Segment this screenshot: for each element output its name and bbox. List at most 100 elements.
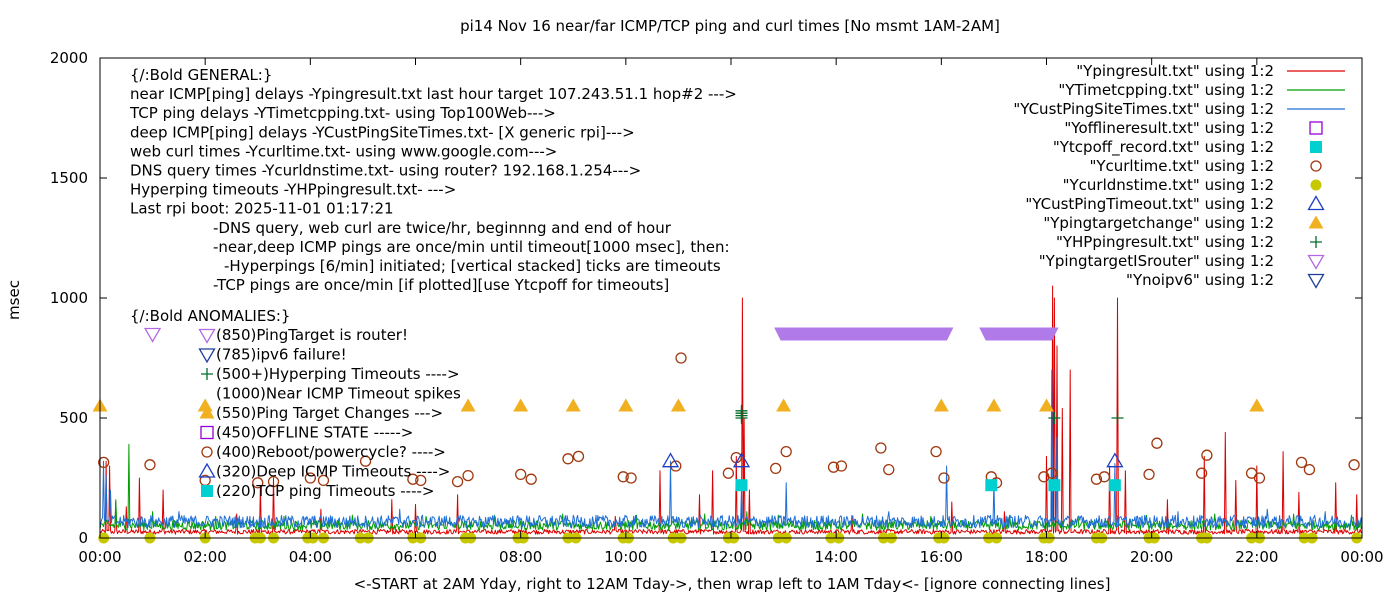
series-point-6-2 xyxy=(1106,452,1124,468)
x-tick-label: 18:00 xyxy=(1025,548,1068,566)
legend-swatch-marker-4 xyxy=(1310,141,1322,153)
series-point-8-4 xyxy=(1048,412,1061,424)
series-point-3-17 xyxy=(625,472,637,484)
series-point-3-24 xyxy=(827,461,840,473)
series-point-7-10 xyxy=(1039,398,1054,412)
y-tick-label: 1500 xyxy=(50,169,88,187)
x-axis-label: <-START at 2AM Yday, right to 12AM Tday-… xyxy=(354,575,1111,593)
series-point-3-10 xyxy=(462,469,474,482)
series-point-3-20 xyxy=(722,467,735,479)
legend-label: "Yofflineresult.txt" using 1:2 xyxy=(1064,119,1274,137)
series-point-3-22 xyxy=(770,462,782,475)
legend-label: "Ypingtargetchange" using 1:2 xyxy=(1043,214,1274,232)
series-band-9-0 xyxy=(774,327,954,341)
series-point-5-3 xyxy=(1108,479,1121,492)
series-point-3-39 xyxy=(1201,449,1213,461)
legend-swatch-marker-5 xyxy=(1310,160,1322,172)
series-point-7-9 xyxy=(986,398,1002,412)
series-line-2 xyxy=(99,369,1363,529)
series-point-5-2 xyxy=(1048,479,1061,492)
series-point-5-1 xyxy=(985,479,998,492)
legend-swatch-marker-6 xyxy=(1310,179,1322,191)
x-tick-label: 02:00 xyxy=(184,548,227,566)
series-point-3-23 xyxy=(780,445,792,458)
annotation-anomaly-marker-8 xyxy=(201,485,213,497)
x-tick-label: 00:00 xyxy=(78,548,121,566)
series-point-5-0 xyxy=(735,479,748,492)
series-point-3-18 xyxy=(670,460,682,472)
x-tick-label: 06:00 xyxy=(394,548,437,566)
annotation-general-line: -TCP pings are once/min [if plotted][use… xyxy=(213,276,669,294)
series-point-3-14 xyxy=(562,453,574,465)
y-tick-label: 0 xyxy=(78,529,88,547)
annotation-anomaly-line: (400)Reboot/powercycle? ----> xyxy=(216,443,446,461)
annotation-anomaly-line: (500+)Hyperping Timeouts ----> xyxy=(216,365,460,383)
x-tick-label: 22:00 xyxy=(1235,548,1278,566)
series-point-3-4 xyxy=(267,475,280,488)
series-point-3-38 xyxy=(1195,467,1208,479)
series-point-3-41 xyxy=(1253,472,1266,484)
annotation-general-line: Hyperping timeouts -YHPpingresult.txt- -… xyxy=(130,181,456,199)
series-point-7-4 xyxy=(565,398,581,412)
x-tick-label: 16:00 xyxy=(920,548,963,566)
series-point-7-3 xyxy=(513,398,529,412)
annotation-general-line: Last rpi boot: 2025-11-01 01:17:21 xyxy=(130,200,394,218)
x-tick-label: 12:00 xyxy=(709,548,752,566)
x-tick-label: 00:00 xyxy=(1340,548,1383,566)
series-point-3-25 xyxy=(835,460,848,472)
legend-label: "YpingtargetISrouter" using 1:2 xyxy=(1039,252,1274,270)
series-point-3-36 xyxy=(1143,468,1155,481)
annotation-anomaly-marker-4 xyxy=(199,405,215,419)
series-point-3-5 xyxy=(304,472,316,484)
series-point-3-15 xyxy=(572,450,585,463)
y-tick-label: 2000 xyxy=(50,49,88,67)
legend-label: "Ypingresult.txt" using 1:2 xyxy=(1076,62,1274,80)
x-tick-label: 10:00 xyxy=(604,548,647,566)
series-point-3-8 xyxy=(407,473,419,485)
series-point-3-7 xyxy=(359,455,372,467)
series-point-9-0 xyxy=(143,327,162,343)
series-point-3-35 xyxy=(1098,471,1110,483)
series-point-3-11 xyxy=(451,475,464,488)
series-point-8-3 xyxy=(735,404,748,417)
legend-label: "Ycurldnstime.txt" using 1:2 xyxy=(1063,176,1274,194)
x-tick-label: 14:00 xyxy=(815,548,858,566)
annotation-anomalies-header: {/:Bold ANOMALIES:} xyxy=(130,307,290,325)
plot-axes: 00:00 02:00 04:00 06:00 08:00 10:00 12:00 14:00… xyxy=(50,49,1384,566)
annotation-anomaly-marker-2 xyxy=(201,368,213,380)
legend-swatch-marker-8 xyxy=(1308,215,1324,229)
chart-title: pi14 Nov 16 near/far ICMP/TCP ping and c… xyxy=(460,17,1000,35)
annotation-anomaly-line: (850)PingTarget is router! xyxy=(216,326,408,344)
annotation-general-line: DNS query times -Ycurldnstime.txt- using… xyxy=(130,162,641,180)
series-point-3-34 xyxy=(1090,473,1103,485)
legend-swatch-marker-11 xyxy=(1307,273,1325,289)
legend: "Ypingresult.txt" using 1:2"YTimetcpping… xyxy=(1013,62,1345,289)
series-point-3-43 xyxy=(1303,463,1316,476)
annotations: {/:Bold GENERAL:}near ICMP[ping] delays … xyxy=(129,66,737,500)
legend-label: "Ytcpoff_record.txt" using 1:2 xyxy=(1053,138,1274,157)
series-point-3-37 xyxy=(1151,437,1163,449)
annotation-anomaly-marker-0 xyxy=(198,328,216,344)
annotation-general-line: -DNS query, web curl are twice/hr, begin… xyxy=(213,219,672,237)
annotation-anomaly-marker-6 xyxy=(201,446,213,458)
legend-label: "YCustPingTimeout.txt" using 1:2 xyxy=(1025,195,1274,213)
x-tick-label: 08:00 xyxy=(499,548,542,566)
series-point-3-0 xyxy=(98,456,110,469)
annotation-anomaly-line: (1000)Near ICMP Timeout spikes xyxy=(216,385,461,403)
legend-label: "Ynoipv6" using 1:2 xyxy=(1126,271,1274,289)
series-point-7-1 xyxy=(197,398,213,412)
annotation-general-line: -near,deep ICMP pings are once/min until… xyxy=(213,238,730,256)
annotation-general-line: TCP ping delays -YTimetcpping.txt- using… xyxy=(129,104,556,122)
legend-label: "Ycurltime.txt" using 1:2 xyxy=(1089,157,1274,175)
series-point-3-33 xyxy=(1046,467,1058,479)
annotation-anomaly-marker-5 xyxy=(200,425,214,440)
annotation-anomaly-line: (785)ipv6 failure! xyxy=(216,346,347,364)
series-point-3-44 xyxy=(1348,459,1360,471)
legend-label: "YHPpingresult.txt" using 1:2 xyxy=(1056,233,1274,251)
legend-swatch-marker-3 xyxy=(1309,121,1323,135)
annotation-general-line: {/:Bold GENERAL:} xyxy=(130,66,272,84)
annotation-general-line: -Hyperpings [6/min] initiated; [vertical… xyxy=(224,257,721,275)
series-point-7-8 xyxy=(933,398,949,412)
series-point-7-7 xyxy=(776,398,792,412)
annotation-anomaly-line: (320)Deep ICMP Timeouts ----> xyxy=(216,463,450,481)
